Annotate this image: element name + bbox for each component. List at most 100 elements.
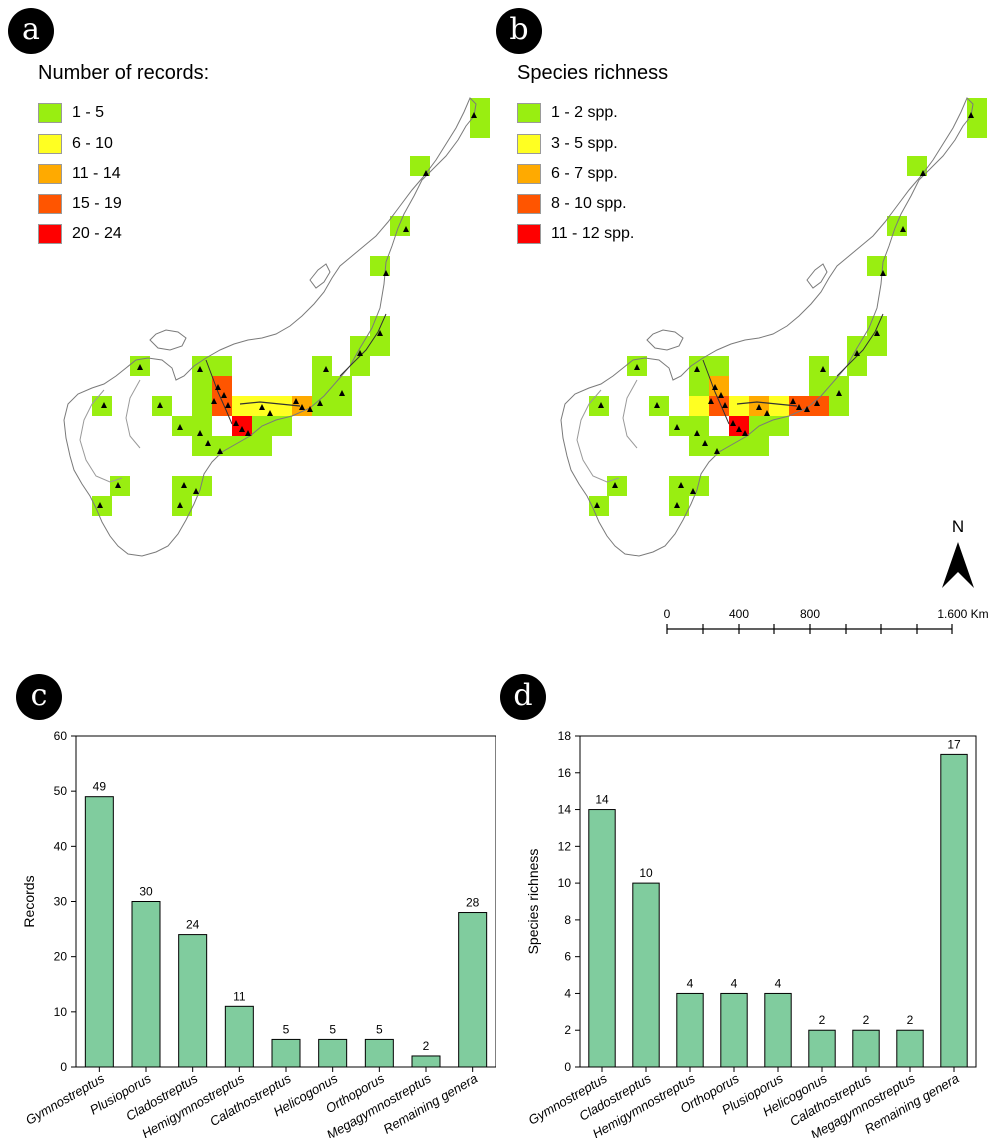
panel-label-a: a xyxy=(8,8,54,54)
legend-label: 8 - 10 spp. xyxy=(551,195,627,212)
legend-a-item: 1 - 5 xyxy=(38,103,104,123)
legend-swatch xyxy=(517,224,541,244)
y-tick-label: 10 xyxy=(558,876,572,890)
legend-swatch xyxy=(517,103,541,123)
bar xyxy=(808,1029,836,1068)
y-tick-label: 14 xyxy=(558,803,572,817)
legend-b-item: 11 - 12 spp. xyxy=(517,224,634,244)
y-tick-label: 30 xyxy=(54,895,68,909)
y-axis-label: Species richness xyxy=(525,849,541,955)
legend-b-item: 8 - 10 spp. xyxy=(517,194,627,214)
legend-swatch xyxy=(38,164,62,184)
panel-label-b: b xyxy=(496,8,542,54)
bar-value-label: 11 xyxy=(233,989,246,1003)
panel-label-d: d xyxy=(500,674,546,720)
category-label: Gymnostreptus xyxy=(23,1070,107,1127)
bar xyxy=(764,992,792,1068)
maps-figure: N 0 400 800 1.600 Km xyxy=(63,97,989,634)
legend-label: 20 - 24 xyxy=(72,225,122,242)
bar-value-label: 10 xyxy=(639,866,653,880)
legend-b-title: Species richness xyxy=(517,62,669,84)
y-tick-label: 16 xyxy=(558,766,572,780)
bar xyxy=(720,992,748,1068)
legend-label: 11 - 14 xyxy=(72,165,121,182)
bar xyxy=(364,1038,394,1068)
bar xyxy=(588,809,616,1068)
bar xyxy=(411,1055,441,1068)
legend-swatch xyxy=(517,134,541,154)
bar xyxy=(676,992,704,1068)
bar-value-label: 14 xyxy=(595,793,609,807)
y-tick-label: 20 xyxy=(54,950,68,964)
legend-label: 6 - 7 spp. xyxy=(551,165,618,182)
bar xyxy=(896,1029,924,1068)
scale-bar xyxy=(666,624,953,634)
bar xyxy=(632,882,660,1068)
legend-label: 11 - 12 spp. xyxy=(551,225,635,242)
bar xyxy=(458,912,488,1068)
bar xyxy=(940,753,968,1068)
y-tick-label: 60 xyxy=(54,729,68,743)
bar-value-label: 2 xyxy=(423,1039,430,1053)
bar xyxy=(852,1029,880,1068)
scale-label-0: 0 xyxy=(664,607,671,621)
y-tick-label: 0 xyxy=(60,1060,67,1074)
legend-b-item: 1 - 2 spp. xyxy=(517,103,618,123)
panel-label-c: c xyxy=(16,674,62,720)
legend-a-item: 6 - 10 xyxy=(38,134,113,154)
legend-swatch xyxy=(38,194,62,214)
legend-label: 15 - 19 xyxy=(72,195,122,212)
y-tick-label: 0 xyxy=(564,1060,571,1074)
bar-value-label: 30 xyxy=(139,885,153,899)
bar-value-label: 5 xyxy=(283,1022,290,1036)
bar-value-label: 17 xyxy=(947,737,961,751)
legend-swatch xyxy=(38,134,62,154)
bar-value-label: 2 xyxy=(819,1013,826,1027)
legend-label: 1 - 2 spp. xyxy=(551,104,618,121)
legend-b-item: 6 - 7 spp. xyxy=(517,164,618,184)
scale-label-1600: 1.600 Km xyxy=(937,607,988,621)
bar-value-label: 24 xyxy=(186,918,200,932)
y-axis-label: Records xyxy=(21,875,37,927)
bar-value-label: 4 xyxy=(775,976,782,990)
legend-swatch xyxy=(517,194,541,214)
y-tick-label: 4 xyxy=(564,986,571,1000)
bar-chart-records: 0102030405060Records49Gymnostreptus30Plu… xyxy=(21,729,496,1138)
y-tick-label: 8 xyxy=(564,913,571,927)
legend-label: 3 - 5 spp. xyxy=(551,135,618,152)
y-tick-label: 10 xyxy=(54,1005,68,1019)
legend-label: 1 - 5 xyxy=(72,104,105,121)
map-a xyxy=(63,97,490,557)
legend-a-item: 11 - 14 xyxy=(38,164,121,184)
y-tick-label: 2 xyxy=(564,1023,571,1037)
bar-value-label: 2 xyxy=(863,1013,870,1027)
north-label: N xyxy=(952,517,964,536)
y-tick-label: 40 xyxy=(54,839,68,853)
bar xyxy=(271,1038,301,1068)
legend-a-item: 15 - 19 xyxy=(38,194,122,214)
map-b xyxy=(560,97,987,557)
legend-swatch xyxy=(38,224,62,244)
legend-a-title: Number of records: xyxy=(38,62,210,84)
y-tick-label: 18 xyxy=(558,729,572,743)
bar-value-label: 49 xyxy=(93,780,107,794)
scale-label-800: 800 xyxy=(800,607,820,621)
y-tick-label: 6 xyxy=(564,950,571,964)
bar-value-label: 2 xyxy=(907,1013,914,1027)
legend-b-item: 3 - 5 spp. xyxy=(517,134,618,154)
bar xyxy=(224,1005,254,1068)
bar-value-label: 5 xyxy=(376,1022,383,1036)
y-tick-label: 12 xyxy=(558,839,572,853)
bar xyxy=(131,901,161,1068)
bar-value-label: 5 xyxy=(329,1022,336,1036)
bar-value-label: 4 xyxy=(731,976,738,990)
legend-swatch xyxy=(517,164,541,184)
bar-value-label: 28 xyxy=(466,896,480,910)
bar xyxy=(318,1038,348,1068)
scale-label-400: 400 xyxy=(729,607,749,621)
bar xyxy=(178,934,208,1068)
north-arrow-icon: N xyxy=(942,517,974,588)
bar-value-label: 4 xyxy=(687,976,694,990)
bar xyxy=(84,796,114,1068)
